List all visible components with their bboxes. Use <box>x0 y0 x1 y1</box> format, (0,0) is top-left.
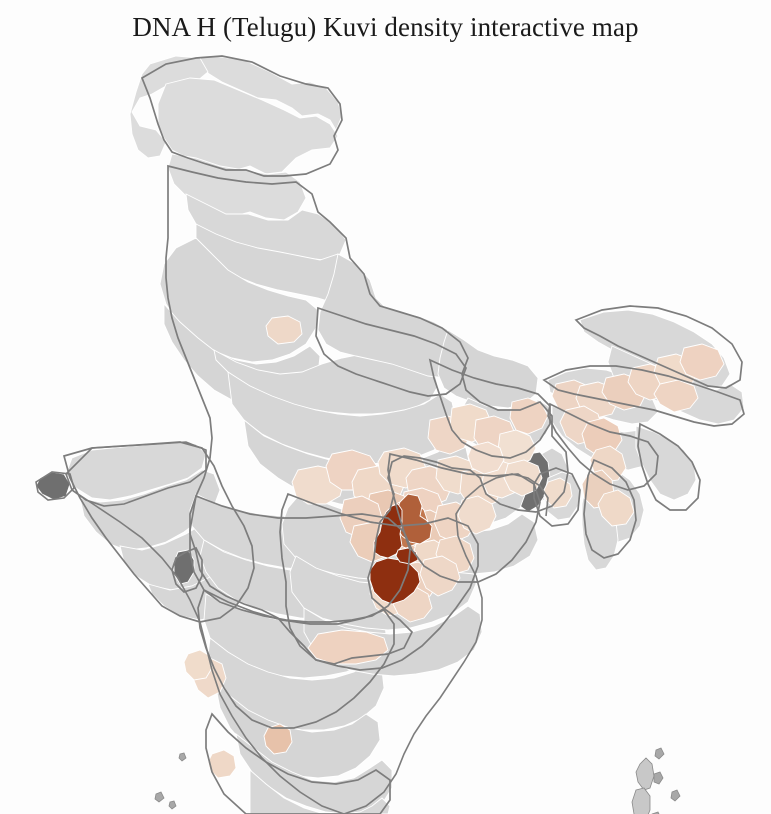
district-region[interactable] <box>196 56 342 130</box>
lakshadweep-islands[interactable] <box>154 752 187 810</box>
district-region[interactable] <box>158 78 338 174</box>
district-low-density[interactable] <box>468 442 504 474</box>
coastline-layer <box>36 442 548 814</box>
district-low-density[interactable] <box>598 490 634 526</box>
interactive-map-canvas[interactable] <box>0 54 771 814</box>
district-low-density[interactable] <box>458 496 496 534</box>
district-low-density[interactable] <box>654 380 698 412</box>
district-low-density[interactable] <box>510 398 548 434</box>
page-title: DNA H (Telugu) Kuvi density interactive … <box>132 12 639 42</box>
state-boundaries-layer <box>64 56 744 814</box>
districts-no-data-layer[interactable] <box>36 56 744 814</box>
district-region[interactable] <box>438 330 538 408</box>
district-low-density[interactable] <box>208 750 236 778</box>
district-low-density[interactable] <box>680 344 724 380</box>
india-choropleth-svg[interactable] <box>0 54 771 814</box>
district-dark-kutch-tip[interactable] <box>36 472 70 500</box>
district-low-density[interactable] <box>184 650 212 680</box>
district-region[interactable] <box>250 770 390 814</box>
district-low-density[interactable] <box>266 316 302 344</box>
andaman-nicobar-islands[interactable] <box>618 747 681 814</box>
district-low-density[interactable] <box>264 724 292 754</box>
